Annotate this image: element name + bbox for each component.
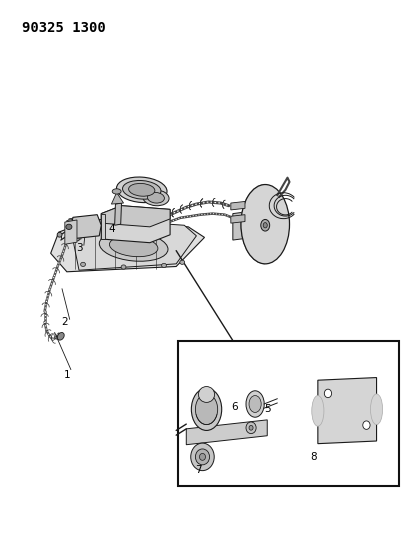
Ellipse shape	[121, 265, 126, 269]
Ellipse shape	[312, 395, 324, 426]
Ellipse shape	[198, 386, 215, 402]
Text: 1: 1	[63, 370, 70, 380]
Polygon shape	[71, 215, 101, 238]
Ellipse shape	[249, 425, 253, 430]
Ellipse shape	[147, 192, 164, 203]
Text: 3: 3	[76, 243, 82, 253]
Polygon shape	[51, 222, 204, 272]
Polygon shape	[69, 217, 81, 241]
Ellipse shape	[363, 421, 370, 430]
Polygon shape	[115, 203, 121, 225]
Ellipse shape	[57, 232, 62, 237]
Ellipse shape	[81, 262, 85, 266]
Polygon shape	[67, 219, 79, 243]
Polygon shape	[233, 211, 253, 240]
Ellipse shape	[249, 395, 261, 413]
Ellipse shape	[128, 183, 155, 196]
Polygon shape	[318, 377, 377, 443]
Polygon shape	[101, 214, 105, 239]
Ellipse shape	[162, 263, 166, 268]
Ellipse shape	[99, 231, 168, 261]
Ellipse shape	[123, 181, 161, 199]
Ellipse shape	[246, 391, 264, 417]
Ellipse shape	[241, 184, 290, 264]
Ellipse shape	[371, 394, 383, 425]
Polygon shape	[186, 420, 267, 445]
Polygon shape	[101, 206, 170, 227]
Ellipse shape	[261, 220, 270, 231]
Ellipse shape	[57, 333, 64, 340]
Text: 5: 5	[264, 405, 271, 414]
Ellipse shape	[263, 223, 267, 228]
Ellipse shape	[324, 389, 332, 398]
Ellipse shape	[191, 443, 214, 471]
Polygon shape	[71, 219, 196, 270]
Ellipse shape	[196, 394, 218, 425]
Ellipse shape	[246, 422, 256, 434]
Text: 90325 1300: 90325 1300	[22, 21, 106, 35]
Polygon shape	[65, 220, 77, 244]
Ellipse shape	[191, 388, 222, 431]
Ellipse shape	[66, 224, 72, 230]
Ellipse shape	[180, 260, 184, 264]
Ellipse shape	[196, 449, 209, 465]
Polygon shape	[231, 201, 245, 210]
Polygon shape	[231, 215, 245, 223]
Text: 8: 8	[310, 452, 317, 462]
Text: 4: 4	[108, 224, 115, 235]
Ellipse shape	[200, 454, 205, 461]
Bar	[178, 341, 399, 486]
Ellipse shape	[112, 189, 121, 194]
Ellipse shape	[117, 177, 167, 203]
Ellipse shape	[143, 190, 169, 206]
Text: 2: 2	[61, 317, 68, 327]
Ellipse shape	[110, 236, 158, 257]
Polygon shape	[111, 192, 124, 204]
Polygon shape	[101, 206, 170, 243]
Text: 7: 7	[195, 465, 202, 475]
Text: 6: 6	[231, 402, 238, 411]
